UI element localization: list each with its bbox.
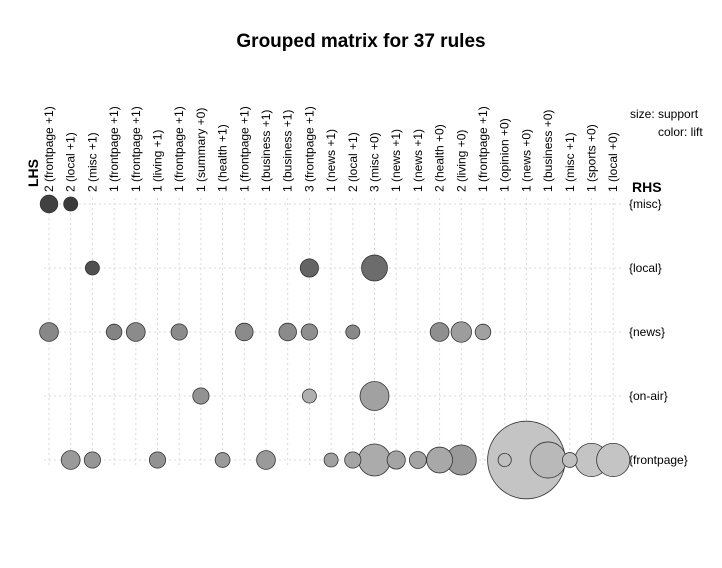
bubble-point — [39, 194, 59, 214]
bubble-point — [126, 322, 146, 342]
bubble-point — [361, 254, 388, 282]
lhs-group-label: 1 (business +1) — [259, 110, 273, 192]
bubble-point — [323, 452, 339, 468]
lhs-group-label: 2 (misc +1) — [85, 132, 99, 192]
bubble-point — [299, 258, 319, 278]
bubble-point — [358, 443, 391, 477]
bubble-point — [301, 388, 317, 404]
bubble-point — [256, 450, 276, 470]
bubbles — [39, 194, 631, 500]
rhs-axis-label: RHS — [632, 179, 662, 195]
bubble-point — [170, 323, 188, 341]
bubble-point — [450, 321, 472, 343]
legend-size: size: support — [630, 107, 699, 121]
chart-title: Grouped matrix for 37 rules — [236, 31, 485, 52]
bubble-point — [497, 452, 512, 467]
lhs-group-label: 3 (misc +0) — [368, 132, 382, 192]
lhs-group-label: 1 (local +0) — [606, 132, 620, 192]
bubble-point — [561, 452, 578, 468]
lhs-group-label: 1 (frontpage +1) — [107, 106, 121, 192]
bubble-point — [359, 381, 390, 411]
legend-color: color: lift — [658, 125, 703, 139]
bubble-point — [529, 441, 567, 479]
lhs-group-label: 1 (summary +0) — [194, 108, 208, 192]
bubble-point — [60, 450, 81, 470]
rhs-item-label: {on-air} — [629, 389, 668, 403]
lhs-group-label: 1 (frontpage +1) — [129, 106, 143, 192]
bubble-point — [474, 323, 492, 341]
lhs-group-label: 1 (business +1) — [281, 110, 295, 192]
lhs-group-label: 1 (news +1) — [389, 129, 403, 192]
bubble-point — [426, 446, 453, 474]
bubble-point — [83, 451, 101, 469]
lhs-group-labels: 2 (frontpage +1) 2 (local +1) 2 (misc +1) 1… — [42, 106, 620, 192]
lhs-group-label: 1 (sports +0) — [585, 124, 599, 192]
rhs-item-labels: {misc} {local} {news} {on-air} {frontpage} — [629, 197, 688, 467]
lhs-group-label: 2 (frontpage +1) — [42, 106, 56, 192]
bubble-point — [344, 451, 362, 469]
lhs-group-label: 1 (frontpage +1) — [476, 106, 490, 192]
bubble-point — [386, 450, 406, 470]
bubble-point — [300, 323, 318, 341]
bubble-point — [409, 451, 427, 469]
lhs-group-label: 1 (misc +1) — [563, 132, 577, 192]
lhs-group-label: 1 (health +1) — [216, 124, 230, 192]
lhs-group-label: 1 (frontpage +1) — [172, 106, 186, 192]
lhs-group-label: 1 (living +1) — [151, 130, 165, 192]
bubble-point — [148, 451, 167, 469]
bubble-point — [429, 322, 450, 342]
lhs-axis-label: LHS — [25, 159, 41, 187]
rhs-item-label: {misc} — [629, 197, 662, 211]
bubble-point — [278, 322, 297, 342]
lhs-group-label: 1 (frontpage +1) — [237, 106, 251, 192]
lhs-group-label: 3 (frontpage +1) — [302, 106, 316, 192]
rhs-item-label: {local} — [629, 261, 662, 275]
bubble-point — [63, 196, 79, 212]
lhs-group-label: 1 (opinion +0) — [498, 118, 512, 192]
lhs-group-label: 2 (living +0) — [454, 130, 468, 192]
rhs-item-label: {news} — [629, 325, 665, 339]
bubble-point — [39, 322, 59, 342]
lhs-group-label: 2 (local +1) — [346, 132, 360, 192]
bubble-point — [105, 323, 123, 341]
rhs-item-label: {frontpage} — [629, 453, 688, 467]
bubble-point — [235, 322, 254, 342]
lhs-group-label: 2 (local +1) — [64, 132, 78, 192]
bubble-point — [214, 452, 231, 468]
bubble-point — [345, 324, 361, 340]
lhs-group-label: 2 (health +0) — [433, 124, 447, 192]
bubble-point — [84, 260, 100, 276]
lhs-group-label: 1 (news +1) — [324, 129, 338, 192]
lhs-group-label: 1 (news +0) — [519, 129, 533, 192]
lhs-group-label: 1 (news +1) — [411, 129, 425, 192]
bubble-point — [192, 387, 210, 405]
bubble-point — [596, 442, 631, 478]
lhs-group-label: 1 (business +0) — [541, 110, 555, 192]
